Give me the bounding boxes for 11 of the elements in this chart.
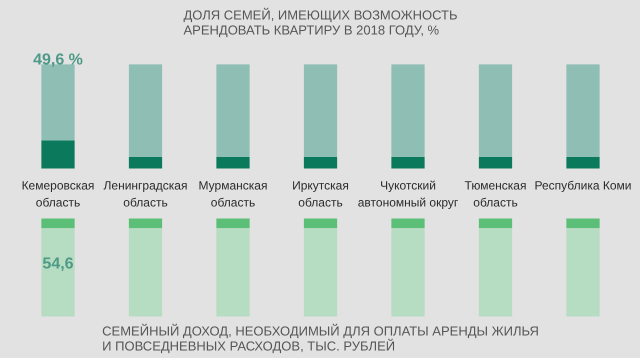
x-tick-label: Тюменская область: [464, 178, 526, 210]
text: СЕМЕЙНЫЙ ДОХОД, НЕОБХОДИМЫЙ ДЛЯ ОПЛАТЫ АРЕНДЫ ЖИЛЬЯ И ПОВСЕДНЕВНЫХ РАСХОДОВ, ТЫС. РУБЛЕЙ: [102, 324, 539, 354]
x-tick-label: Кемеровская область: [22, 178, 94, 210]
x-tick-label: Ленинградская область: [104, 178, 188, 210]
annotation: 49,6 %: [33, 52, 83, 69]
x-tick-label: Республика Коми: [534, 178, 632, 192]
x-tick-label: Мурманская область: [198, 178, 268, 210]
chart-title: ДОЛЯ СЕМЕЙ, ИМЕЮЩИХ ВОЗМОЖНОСТЬ АРЕНДОВАТЬ КВАРТИРУ В 2018 ГОДУ, %: [183, 8, 458, 38]
x-tick-label: Иркутская область: [292, 178, 349, 210]
annotation: 54,6: [42, 256, 74, 273]
x-tick-label: Чукотский автономный округ: [358, 178, 459, 210]
